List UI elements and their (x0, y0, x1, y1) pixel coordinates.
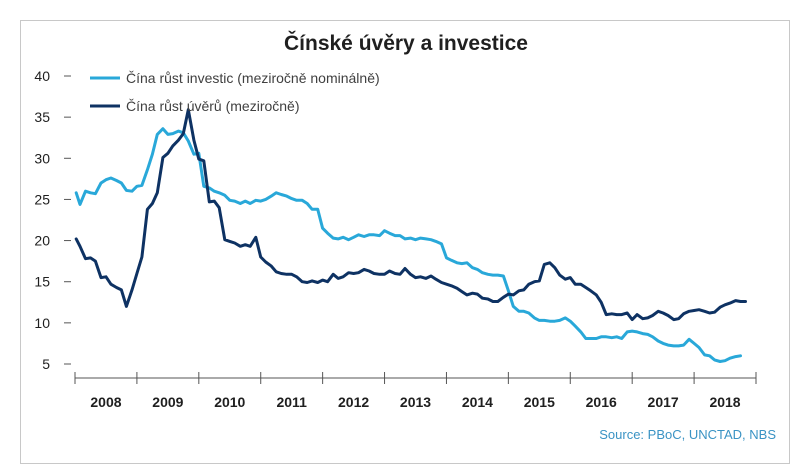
x-axis: 2008 2009 2010 2011 2012 2013 2014 2015 2016 2017… (74, 372, 757, 410)
legend: Čína růst investic (meziročně nominálně)… (90, 70, 380, 114)
y-axis: 40 35 30 25 20 15 10 5 (34, 68, 71, 372)
x-tick-label: 2008 (90, 394, 121, 410)
source-note: Source: PBoC, UNCTAD, NBS (599, 427, 776, 442)
x-tick-label: 2014 (462, 394, 493, 410)
chart-frame (20, 20, 790, 464)
investment-growth-line (74, 127, 742, 363)
chart-title: Čínské úvěry a investice (284, 32, 528, 55)
credit-growth-line (74, 108, 747, 322)
y-tick-label: 10 (34, 315, 50, 331)
y-tick-label: 35 (34, 109, 50, 125)
y-tick-label: 40 (34, 68, 50, 84)
x-tick-label: 2015 (524, 394, 555, 410)
x-tick-label: 2013 (400, 394, 431, 410)
y-tick-label: 15 (34, 274, 50, 290)
x-tick-label: 2012 (338, 394, 369, 410)
x-tick-label: 2011 (276, 394, 307, 410)
legend-label-credit: Čína růst úvěrů (meziročně) (126, 98, 300, 114)
y-tick-label: 25 (34, 191, 50, 207)
series-layer (74, 108, 747, 363)
y-tick-label: 30 (34, 150, 50, 166)
legend-label-investment: Čína růst investic (meziročně nominálně) (126, 70, 380, 86)
x-tick-label: 2016 (586, 394, 617, 410)
x-tick-label: 2018 (709, 394, 740, 410)
y-tick-label: 20 (34, 233, 50, 249)
x-tick-label: 2010 (214, 394, 245, 410)
x-tick-label: 2009 (152, 394, 183, 410)
x-tick-label: 2017 (648, 394, 679, 410)
y-tick-label: 5 (42, 356, 50, 372)
